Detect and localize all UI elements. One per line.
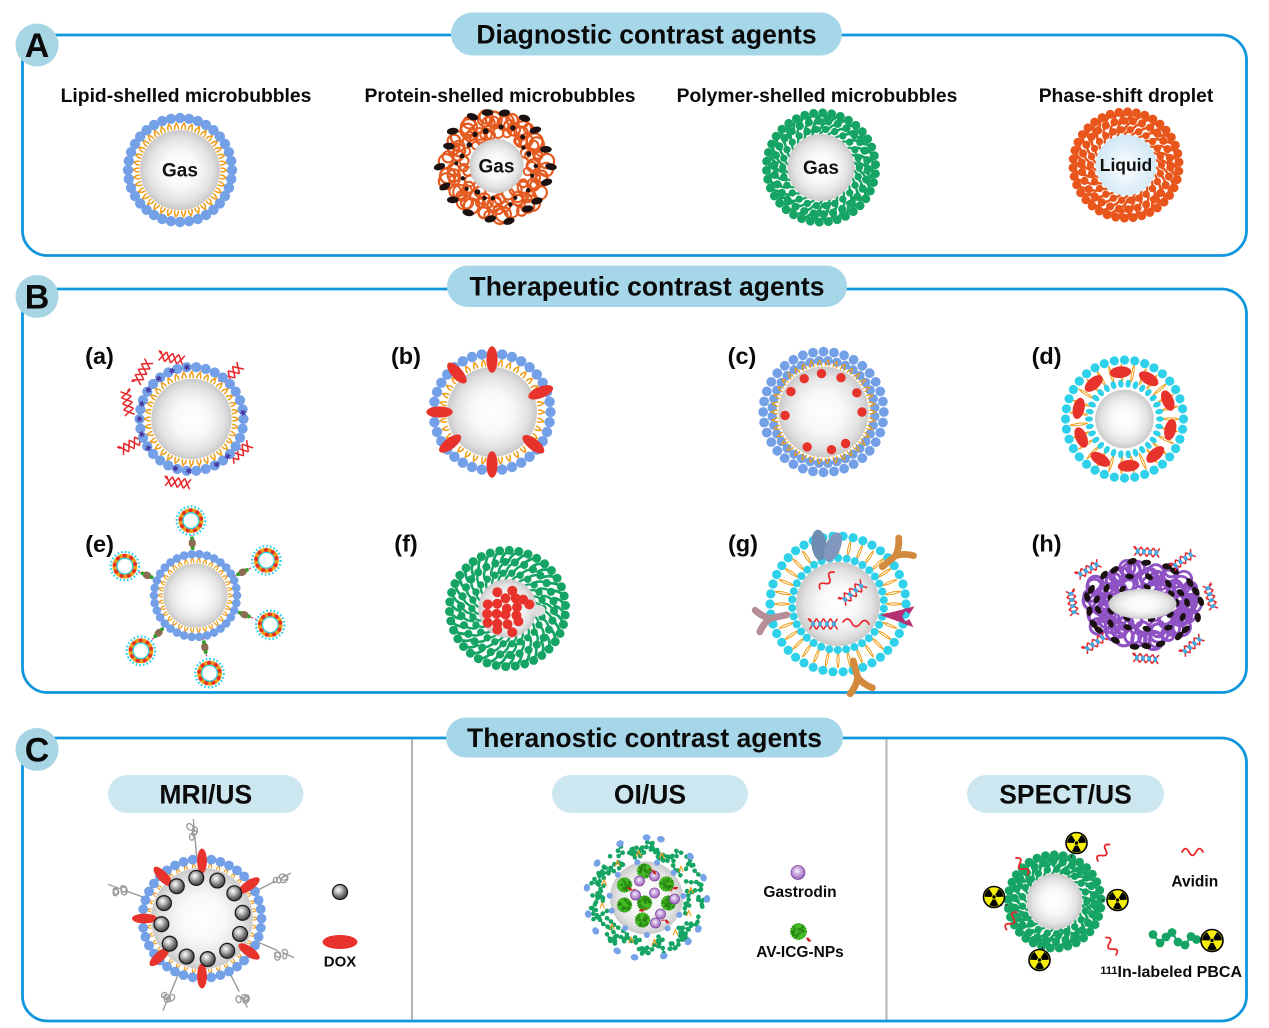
svg-text:Avidin: Avidin [1171, 874, 1218, 891]
svg-text:Diagnostic contrast agents: Diagnostic contrast agents [476, 19, 816, 49]
svg-text:SPECT/US: SPECT/US [999, 779, 1132, 809]
svg-text:Liquid: Liquid [1100, 155, 1152, 175]
svg-text:A: A [25, 27, 50, 65]
svg-text:MRI/US: MRI/US [159, 779, 252, 809]
svg-text:B: B [25, 279, 50, 317]
svg-text:(a): (a) [85, 343, 114, 369]
svg-text:(h): (h) [1032, 531, 1062, 557]
svg-text:Gas: Gas [162, 161, 198, 182]
svg-text:Polymer-shelled microbubbles: Polymer-shelled microbubbles [677, 86, 958, 107]
svg-text:Lipid-shelled microbubbles: Lipid-shelled microbubbles [61, 86, 312, 107]
svg-text:(f): (f) [394, 531, 417, 557]
svg-text:Gastrodin: Gastrodin [763, 884, 836, 901]
svg-text:111In-labeled PBCA: 111In-labeled PBCA [1100, 964, 1242, 981]
svg-text:C: C [25, 732, 50, 770]
svg-text:Therapeutic contrast agents: Therapeutic contrast agents [470, 272, 825, 302]
svg-text:(d): (d) [1032, 343, 1062, 369]
svg-text:AV-ICG-NPs: AV-ICG-NPs [756, 944, 844, 961]
svg-text:Gas: Gas [803, 158, 839, 179]
svg-text:OI/US: OI/US [614, 779, 686, 809]
svg-text:Protein-shelled microbubbles: Protein-shelled microbubbles [364, 86, 635, 107]
svg-text:(g): (g) [728, 531, 758, 557]
svg-text:(b): (b) [391, 343, 421, 369]
svg-text:Gas: Gas [479, 157, 515, 178]
svg-text:Theranostic contrast agents: Theranostic contrast agents [467, 723, 822, 753]
svg-text:(c): (c) [728, 343, 757, 369]
svg-text:DOX: DOX [324, 954, 357, 971]
svg-text:(e): (e) [85, 531, 114, 557]
svg-text:Phase-shift droplet: Phase-shift droplet [1039, 86, 1214, 107]
